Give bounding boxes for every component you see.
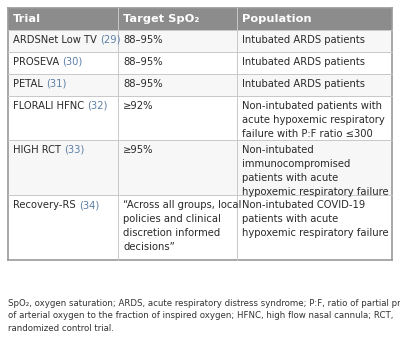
Text: SpO₂, oxygen saturation; ARDS, acute respiratory distress syndrome; P:F, ratio o: SpO₂, oxygen saturation; ARDS, acute res…: [8, 299, 400, 333]
Text: HIGH RCT: HIGH RCT: [13, 145, 64, 155]
Bar: [8, 52, 392, 74]
Bar: [8, 30, 392, 52]
Text: (29): (29): [100, 35, 120, 45]
Text: (32): (32): [87, 101, 108, 111]
Text: 88–95%: 88–95%: [123, 57, 163, 67]
Text: Trial: Trial: [13, 14, 41, 24]
Text: Non-intubated
immunocompromised
patients with acute
hypoxemic respiratory failur: Non-intubated immunocompromised patients…: [242, 145, 389, 197]
Text: (31): (31): [46, 79, 66, 89]
Text: 88–95%: 88–95%: [123, 79, 163, 89]
Text: “Across all groups, local
policies and clinical
discretion informed
decisions”: “Across all groups, local policies and c…: [123, 200, 241, 252]
Text: Recovery-RS: Recovery-RS: [13, 200, 79, 210]
Text: ARDSNet Low TV: ARDSNet Low TV: [13, 35, 100, 45]
Text: ≥95%: ≥95%: [123, 145, 154, 155]
Text: PETAL: PETAL: [13, 79, 46, 89]
Text: (34): (34): [79, 200, 99, 210]
Bar: [8, 96, 392, 140]
Text: FLORALI HFNC: FLORALI HFNC: [13, 101, 87, 111]
Text: Intubated ARDS patients: Intubated ARDS patients: [242, 79, 365, 89]
Text: PROSEVA: PROSEVA: [13, 57, 62, 67]
Text: 88–95%: 88–95%: [123, 35, 163, 45]
Bar: [8, 140, 392, 195]
Text: Intubated ARDS patients: Intubated ARDS patients: [242, 35, 365, 45]
Bar: [8, 74, 392, 96]
Text: (33): (33): [64, 145, 84, 155]
Bar: [8, 8, 392, 30]
Text: (30): (30): [62, 57, 83, 67]
Text: Non-intubated patients with
acute hypoxemic respiratory
failure with P:F ratio ≤: Non-intubated patients with acute hypoxe…: [242, 101, 385, 139]
Text: ≥92%: ≥92%: [123, 101, 154, 111]
Text: Intubated ARDS patients: Intubated ARDS patients: [242, 57, 365, 67]
Text: Target SpO₂: Target SpO₂: [123, 14, 199, 24]
Text: Population: Population: [242, 14, 312, 24]
Bar: [8, 195, 392, 260]
Text: Non-intubated COVID-19
patients with acute
hypoxemic respiratory failure: Non-intubated COVID-19 patients with acu…: [242, 200, 389, 238]
